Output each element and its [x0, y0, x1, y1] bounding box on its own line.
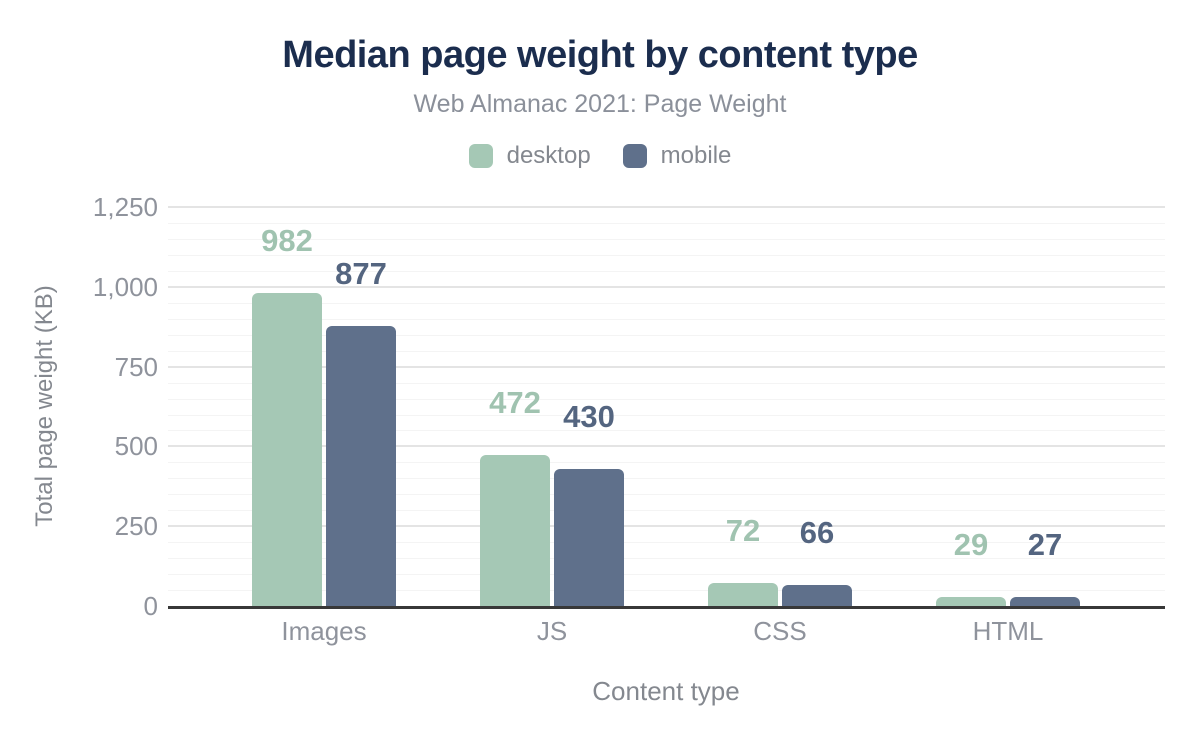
y-tick-label: 500: [114, 431, 158, 462]
minor-gridline: [168, 223, 1165, 224]
minor-gridline: [168, 254, 1165, 256]
y-axis-title: Total page weight (KB): [31, 285, 58, 527]
legend-label-desktop: desktop: [506, 142, 591, 169]
legend-swatch-mobile: [622, 144, 647, 168]
y-tick-label: 1,000: [92, 271, 158, 302]
x-tick-label-html: HTML: [972, 616, 1044, 646]
minor-gridline: [168, 558, 1165, 560]
major-gridline: [168, 525, 1165, 528]
minor-gridline: [168, 302, 1165, 304]
minor-gridline: [168, 382, 1165, 384]
minor-gridline: [168, 350, 1165, 352]
minor-gridline: [168, 334, 1165, 336]
minor-gridline: [168, 494, 1165, 496]
minor-gridline: [168, 414, 1165, 416]
minor-gridline: [168, 270, 1165, 272]
bar-desktop-images: [252, 292, 322, 606]
legend-label-mobile: mobile: [660, 142, 732, 169]
major-gridline: [168, 365, 1165, 368]
data-label-mobile-css: 66: [799, 514, 835, 550]
legend: desktop mobile: [0, 142, 1200, 170]
bar-mobile-html: [1010, 597, 1080, 606]
legend-item-desktop[interactable]: desktop: [468, 142, 591, 170]
bar-desktop-css: [708, 583, 778, 606]
data-label-mobile-html: 27: [1027, 527, 1063, 563]
data-label-desktop-images: 982: [261, 222, 313, 258]
y-tick-label: 750: [114, 351, 158, 382]
data-label-desktop-js: 472: [489, 385, 541, 421]
minor-gridline: [168, 430, 1165, 432]
bar-mobile-images: [326, 326, 396, 606]
y-tick-label: 250: [114, 511, 158, 542]
minor-gridline: [168, 574, 1165, 576]
x-axis-line: [168, 606, 1165, 609]
chart-subtitle: Web Almanac 2021: Page Weight: [413, 90, 787, 118]
minor-gridline: [168, 462, 1165, 464]
bar-desktop-html: [936, 596, 1006, 606]
data-label-desktop-css: 72: [725, 513, 761, 548]
minor-gridline: [168, 318, 1165, 320]
major-gridline: [168, 206, 1165, 208]
minor-gridline: [168, 590, 1165, 591]
x-axis-title: Content type: [592, 676, 740, 706]
legend-swatch-desktop: [468, 144, 493, 168]
data-label-mobile-js: 430: [563, 398, 615, 434]
minor-gridline: [168, 542, 1165, 544]
x-tick-label-js: JS: [536, 616, 568, 646]
major-gridline: [168, 445, 1165, 448]
data-label-desktop-html: 29: [953, 526, 989, 562]
minor-gridline: [168, 510, 1165, 512]
bar-desktop-js: [480, 455, 550, 606]
chart-title: Median page weight by content type: [282, 34, 918, 76]
data-label-mobile-images: 877: [335, 256, 387, 292]
major-gridline: [168, 285, 1165, 288]
legend-item-mobile[interactable]: mobile: [622, 142, 732, 170]
y-tick-label: 0: [143, 591, 158, 621]
x-tick-label-images: Images: [281, 616, 367, 646]
bar-mobile-js: [554, 468, 624, 606]
x-tick-label-css: CSS: [753, 616, 807, 646]
minor-gridline: [168, 478, 1165, 480]
minor-gridline: [168, 398, 1165, 400]
bar-mobile-css: [782, 584, 852, 606]
y-tick-label: 1,250: [92, 192, 158, 222]
minor-gridline: [168, 238, 1165, 240]
